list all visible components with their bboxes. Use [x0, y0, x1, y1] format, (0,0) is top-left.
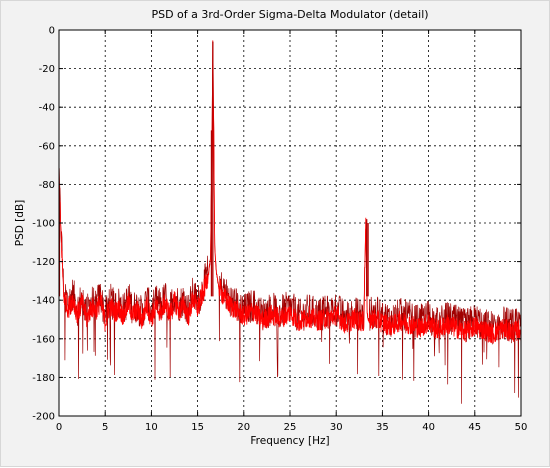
x-tick-label: 10 — [145, 422, 158, 433]
x-tick-label: 45 — [468, 422, 481, 433]
x-tick-label: 35 — [376, 422, 389, 433]
x-tick-label: 0 — [56, 422, 62, 433]
y-axis-label: PSD [dB] — [14, 200, 26, 246]
x-tick-label: 50 — [515, 422, 528, 433]
x-tick-label: 30 — [330, 422, 343, 433]
y-axis-ticks: 0 -20 -40 -60 -80 -100 -120 -140 -160 -180 -200 — [32, 26, 521, 423]
x-tick-label: 15 — [191, 422, 204, 433]
x-tick-label: 20 — [237, 422, 250, 433]
y-tick-label: -60 — [39, 141, 55, 152]
chart-title: PSD of a 3rd-Order Sigma-Delta Modulator… — [151, 8, 428, 21]
x-axis-label: Frequency [Hz] — [250, 435, 329, 447]
x-tick-label: 5 — [102, 422, 108, 433]
y-tick-label: -20 — [39, 64, 55, 75]
x-tick-label: 40 — [422, 422, 435, 433]
y-tick-label: -100 — [32, 219, 55, 230]
y-tick-label: -160 — [32, 334, 55, 345]
y-tick-label: -180 — [32, 373, 55, 384]
y-tick-label: -140 — [32, 296, 55, 307]
y-tick-label: -40 — [39, 103, 55, 114]
y-tick-label: 0 — [49, 26, 55, 37]
x-axis-ticks: 0 5 10 15 20 25 30 35 40 45 50 — [56, 30, 528, 433]
y-tick-label: -120 — [32, 257, 55, 268]
psd-main-trace — [59, 40, 521, 344]
y-tick-label: -200 — [32, 412, 55, 423]
x-tick-label: 25 — [284, 422, 297, 433]
y-tick-label: -80 — [39, 180, 55, 191]
